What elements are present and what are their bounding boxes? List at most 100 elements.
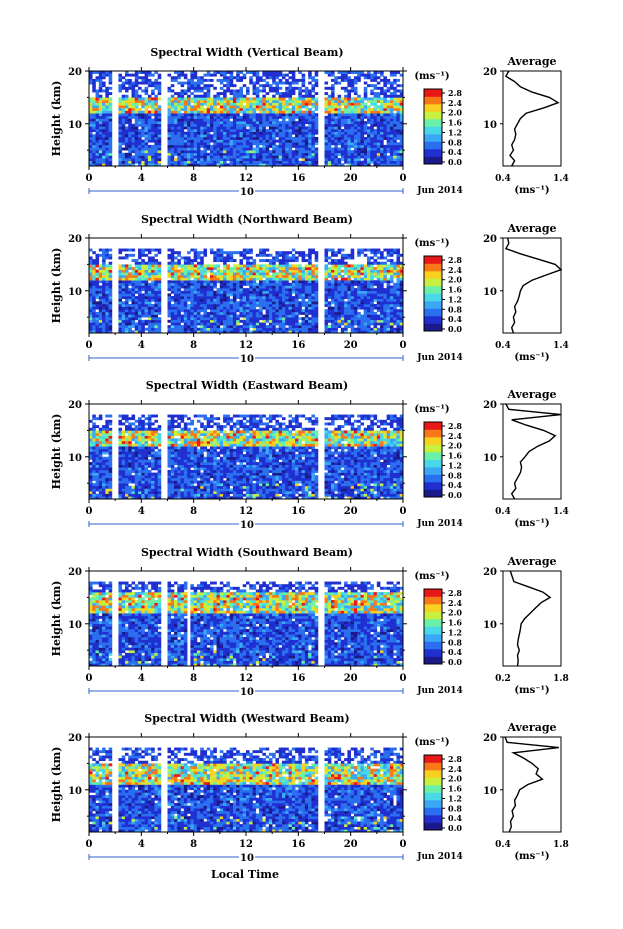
heatmap-cell [219, 327, 224, 331]
heatmap-cell [226, 314, 230, 318]
heatmap-cell [357, 78, 361, 82]
heatmap-cell [272, 118, 276, 122]
heatmap-cell [187, 121, 191, 125]
heatmap-cell [288, 150, 293, 154]
colorbar-frame [423, 88, 443, 165]
heatmap-cell [275, 306, 280, 310]
heatmap-cell [298, 121, 302, 125]
heatmap-cell [219, 129, 224, 132]
heatmap-cell [331, 121, 335, 125]
heatmap-cell [170, 330, 175, 334]
heatmap-cell [340, 261, 345, 265]
average-frame [502, 70, 562, 167]
x-tick-label: 20 [344, 173, 358, 184]
heatmap-cell [327, 319, 332, 323]
heatmap-cell [249, 301, 253, 305]
heatmap-cell [154, 322, 158, 326]
heatmap-cell [288, 293, 293, 297]
heatmap-cell [255, 282, 260, 286]
heatmap-cell [383, 131, 387, 135]
heatmap-cell [278, 105, 283, 109]
heatmap-cell [393, 121, 397, 125]
heatmap-cell [236, 126, 240, 130]
heatmap-cell [363, 163, 368, 167]
heatmap-cell [301, 303, 306, 307]
heatmap-cell [216, 163, 221, 167]
heatmap-cell [157, 285, 162, 289]
heatmap-cell [399, 121, 404, 125]
heatmap-cell [147, 282, 152, 286]
heatmap-cell [265, 248, 270, 252]
heatmap-cell [275, 81, 280, 85]
heatmap-cell [180, 71, 185, 74]
heatmap-cell [334, 327, 338, 331]
heatmap-cell [308, 269, 312, 273]
heatmap-cell [363, 155, 368, 159]
heatmap-cell [249, 261, 253, 265]
heatmap-cell [288, 163, 293, 167]
heatmap-cell [255, 123, 260, 127]
heatmap-cell [239, 269, 244, 273]
colorbar-segment [424, 126, 442, 135]
heatmap-cell [340, 303, 345, 307]
heatmap-cell [134, 102, 139, 106]
heatmap-cell [373, 131, 378, 135]
heatmap-cell [144, 267, 149, 270]
heatmap-cell [223, 280, 227, 284]
heatmap-cell [177, 269, 181, 273]
heatmap-cell [259, 298, 263, 302]
heatmap-cell [376, 105, 381, 109]
heatmap-cell [203, 107, 208, 111]
heatmap-cell [353, 139, 358, 143]
colorbar-tick-label: 2.0 [448, 108, 462, 118]
heatmap-cell [357, 163, 361, 167]
heatmap-cell [304, 107, 309, 111]
heatmap-cell [223, 303, 227, 307]
heatmap-cell [95, 105, 100, 109]
heatmap-cell [108, 158, 113, 162]
heatmap-cell [389, 105, 394, 109]
heatmap-cell [399, 134, 404, 138]
heatmap-cell [183, 288, 188, 292]
heatmap-cell [314, 285, 319, 289]
heatmap-cell [281, 147, 286, 151]
heatmap-cell [95, 319, 100, 323]
heatmap-cell [337, 142, 342, 146]
heatmap-cell [177, 277, 181, 281]
heatmap-cell [89, 105, 93, 109]
heatmap-cell [98, 144, 103, 148]
heatmap-cell [144, 136, 149, 140]
heatmap-cell [357, 150, 361, 154]
heatmap-cell [144, 306, 149, 310]
heatmap-cell [285, 158, 289, 162]
heatmap-cell [281, 311, 286, 315]
heatmap-cell [314, 152, 319, 156]
heatmap-cell [340, 102, 345, 106]
heatmap-cell [344, 94, 348, 98]
heatmap-cell [108, 126, 113, 130]
heatmap-cell [232, 319, 237, 323]
heatmap-cell [259, 118, 263, 122]
heatmap-cell [216, 102, 221, 106]
heatmap-cell [89, 256, 93, 260]
heatmap-cell [141, 115, 145, 119]
heatmap-cell [206, 94, 211, 98]
heatmap-cell [177, 118, 181, 122]
heatmap-cell [314, 163, 319, 167]
heatmap-cell [124, 100, 129, 103]
heatmap-cell [167, 163, 172, 167]
heatmap-cell [170, 152, 175, 156]
heatmap-cell [304, 311, 309, 315]
heatmap-cell [278, 71, 283, 74]
heatmap-cell [265, 264, 270, 268]
heatmap-cell [177, 253, 181, 257]
heatmap-cell [196, 282, 201, 286]
heatmap-cell [288, 311, 293, 315]
heatmap-cell [219, 306, 224, 310]
heatmap-cell [331, 160, 335, 164]
heatmap-cell [308, 136, 312, 140]
heatmap-cell [229, 277, 234, 281]
heatmap-cell [124, 253, 129, 257]
heatmap-cell [291, 71, 296, 74]
heatmap-cell [170, 160, 175, 164]
